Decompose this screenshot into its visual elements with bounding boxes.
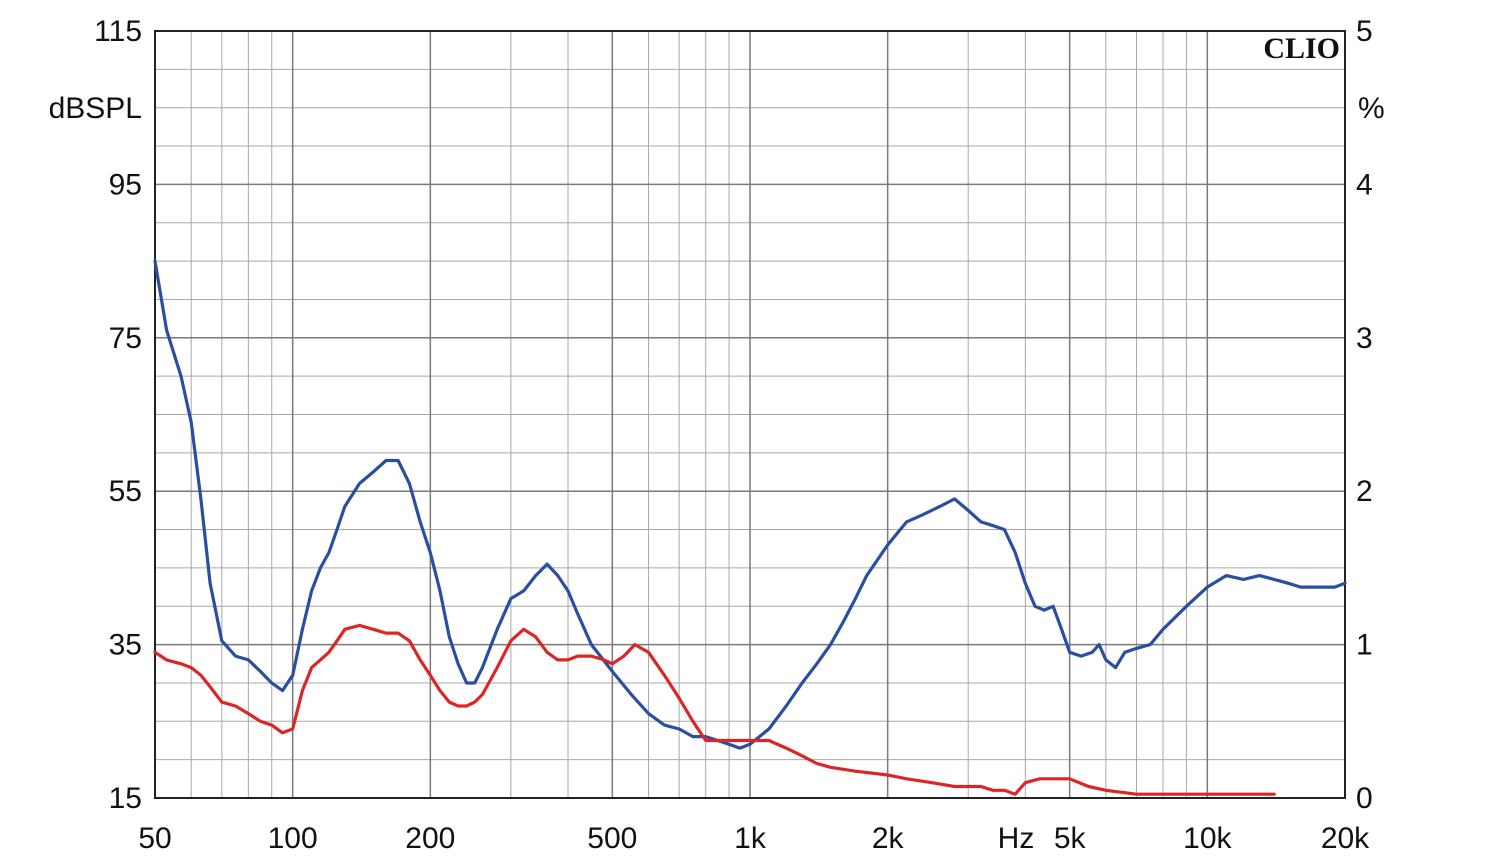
series-line-2 (153, 623, 1276, 796)
y-left-unit-label: dBSPL (49, 92, 142, 125)
y-right-tick-label: 2 (1356, 475, 1373, 508)
y-left-tick-label: 55 (109, 475, 142, 508)
x-tick-label: 200 (405, 822, 455, 855)
x-unit-label: Hz (998, 822, 1035, 855)
x-tick-label: 500 (587, 822, 637, 855)
labels-layer: 50 100 200 500 1k 2k 5k 10k 20k 115 95 75 55 35 15 5 4 3 2… (94, 15, 1373, 855)
x-tick-label: 10k (1183, 822, 1232, 855)
y-left-tick-label: 115 (94, 15, 142, 48)
y-left-tick-label: 75 (109, 322, 142, 355)
plot-frame (154, 30, 1346, 799)
y-left-tick-label: 35 (109, 629, 142, 662)
x-tick-label: 20k (1321, 822, 1370, 855)
x-tick-label: 50 (138, 822, 171, 855)
clio-logo: CLIO (1263, 32, 1340, 65)
y-left-tick-label: 95 (109, 168, 142, 201)
y-left-tick-label: 15 (109, 782, 142, 815)
y-right-tick-label: 4 (1356, 168, 1373, 201)
x-tick-label: 100 (268, 822, 318, 855)
y-right-tick-label: 5 (1356, 15, 1373, 48)
x-tick-label: 1k (734, 822, 767, 855)
x-tick-label: 5k (1054, 822, 1087, 855)
y-right-tick-label: 0 (1356, 782, 1373, 815)
y-right-tick-label: 3 (1356, 322, 1373, 355)
series-layer (153, 259, 1347, 796)
y-right-unit-label: % (1358, 92, 1385, 125)
x-tick-label: 2k (872, 822, 905, 855)
y-right-tick-label: 1 (1356, 629, 1373, 662)
